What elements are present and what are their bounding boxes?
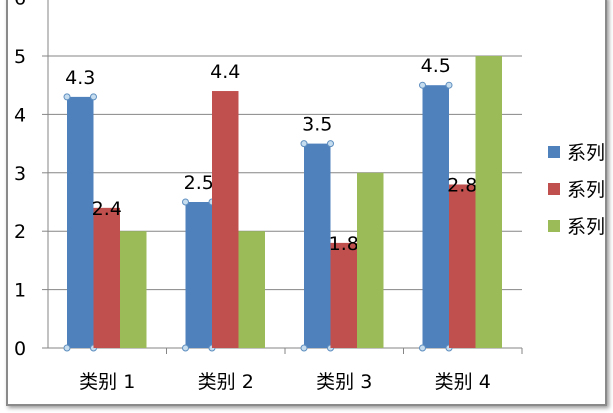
bar <box>304 143 331 348</box>
data-label: 2.8 <box>447 174 477 196</box>
data-label: 2.5 <box>184 172 214 194</box>
y-tick-label: 6 <box>14 0 26 10</box>
data-label: 1.8 <box>329 233 359 255</box>
x-tick-label: 类别 4 <box>435 371 491 393</box>
bar <box>330 242 357 348</box>
selection-handle <box>419 344 426 352</box>
bar <box>67 96 94 348</box>
plot-group: 0 1 2 3 4 5 6 类别 1 类别 2 类别 3 类别 4 4.3 2.5 3.5 4.5 系列1 2.… <box>14 0 613 393</box>
y-tick-label: 0 <box>14 338 26 360</box>
selection-handle <box>327 140 334 148</box>
legend-swatch <box>548 183 560 195</box>
legend-label: 系列1 <box>567 142 613 164</box>
bar <box>422 85 449 348</box>
y-tick-label: 5 <box>14 46 26 68</box>
bar <box>212 91 239 348</box>
data-label: 2.4 <box>92 198 122 220</box>
selection-handle <box>63 93 71 101</box>
legend-label: 系列2 <box>567 179 613 201</box>
selection-handle <box>90 93 97 101</box>
bar <box>449 184 476 348</box>
bar <box>93 207 120 348</box>
bar <box>238 231 265 348</box>
selection-handle <box>419 81 426 89</box>
legend-label: 系列3 <box>567 216 613 238</box>
data-label: 4.3 <box>65 67 95 89</box>
bar <box>357 172 384 348</box>
selection-handle <box>63 344 71 352</box>
selection-handle <box>182 344 189 352</box>
bar <box>120 231 147 348</box>
x-tick-label: 类别 1 <box>79 371 135 393</box>
selection-handle <box>300 344 308 352</box>
legend-swatch <box>548 146 560 158</box>
legend-swatch <box>548 220 560 232</box>
bar <box>185 202 212 348</box>
y-tick-label: 3 <box>14 163 26 185</box>
x-tick-label: 类别 2 <box>198 371 254 393</box>
selection-handle <box>445 81 453 89</box>
selection-handle <box>182 198 189 206</box>
selection-handle <box>300 140 308 148</box>
x-tick-label: 类别 3 <box>316 371 372 393</box>
y-tick-label: 2 <box>14 221 26 243</box>
data-label: 4.4 <box>210 61 240 83</box>
data-label: 3.5 <box>302 114 332 136</box>
y-tick-label: 4 <box>14 104 26 126</box>
bar <box>475 56 502 348</box>
data-label: 4.5 <box>421 55 451 77</box>
y-tick-label: 1 <box>14 280 26 302</box>
